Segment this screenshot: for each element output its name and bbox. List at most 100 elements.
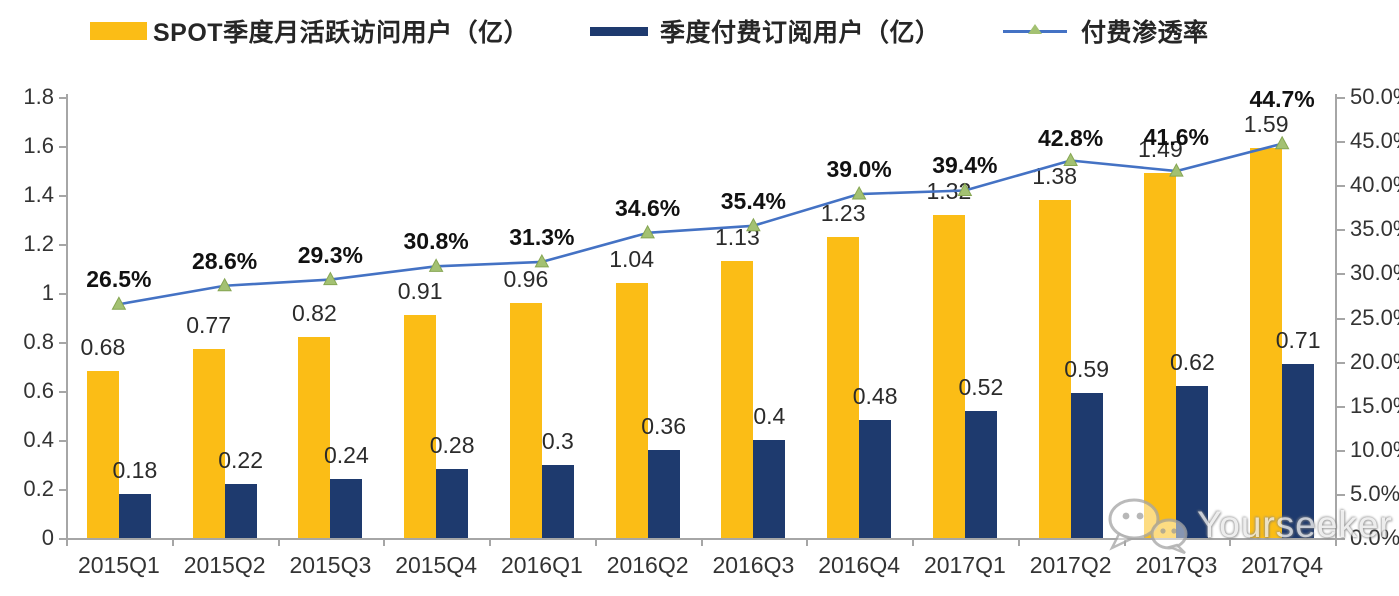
bar-label-subscribers: 0.22	[218, 447, 263, 474]
penetration-pct-label: 44.7%	[1249, 85, 1315, 112]
y-axis-right-tick	[1337, 273, 1345, 276]
bar-label-mau: 0.77	[186, 312, 231, 339]
bar-mau	[192, 349, 225, 538]
y-tick-label-left: 1.8	[23, 84, 54, 109]
y-axis-right-tick	[1337, 185, 1345, 188]
y-tick-label-right: 5.0%	[1350, 480, 1399, 506]
bar-mau	[404, 315, 437, 538]
bar-subscribers	[647, 449, 680, 538]
bar-label-mau: 1.59	[1243, 111, 1289, 138]
bar-subscribers	[330, 479, 363, 538]
bar-label-subscribers: 0.28	[429, 432, 475, 459]
x-axis-tick	[1017, 538, 1020, 546]
y-tick-label-right: 35.0%	[1350, 216, 1399, 242]
y-tick-label-left: 0	[41, 525, 54, 550]
x-axis-tick	[1229, 538, 1232, 546]
line-marker-triangle-icon	[111, 296, 127, 310]
y-tick-label-right: 25.0%	[1350, 304, 1399, 330]
bar-mau	[721, 261, 754, 538]
y-axis-right-tick	[1337, 449, 1345, 452]
legend-label-penetration: 付费渗透率	[1081, 19, 1209, 47]
y-tick-label-left: 0.4	[23, 427, 54, 452]
y-tick-label-right: 50.0%	[1350, 84, 1399, 109]
bar-subscribers	[964, 410, 997, 538]
line-marker-triangle-icon	[323, 271, 338, 286]
bar-label-subscribers: 0.59	[1064, 356, 1109, 383]
y-axis-left-tick	[59, 293, 66, 295]
y-tick-label-left: 0.8	[23, 329, 54, 354]
x-axis-tick	[277, 538, 280, 546]
x-axis-tick	[594, 538, 597, 546]
x-tick-label: 2015Q4	[395, 552, 478, 578]
subscribers-series-swatch-icon	[590, 26, 648, 36]
y-axis-left-tick	[59, 244, 66, 246]
penetration-pct-label: 26.5%	[86, 266, 152, 293]
y-tick-label-right: 40.0%	[1350, 172, 1399, 198]
bar-label-subscribers: 0.71	[1275, 327, 1321, 354]
x-tick-label: 2016Q1	[500, 552, 583, 578]
watermark: Yourseeker	[1103, 496, 1393, 554]
y-axis-right-tick	[1337, 361, 1345, 364]
y-tick-label-left: 1.6	[23, 133, 54, 158]
x-axis-tick	[489, 538, 491, 546]
y-tick-label-right: 15.0%	[1350, 392, 1399, 418]
x-axis-tick	[66, 538, 68, 546]
y-tick-label-right: 20.0%	[1350, 348, 1399, 374]
bar-subscribers	[859, 420, 892, 538]
penetration-pct-label: 30.8%	[403, 228, 469, 255]
penetration-pct-label: 41.6%	[1143, 124, 1209, 151]
penetration-pct-label: 39.4%	[932, 152, 998, 179]
penetration-line-marker-icon	[1003, 29, 1067, 33]
watermark-text: Yourseeker	[1197, 504, 1393, 545]
bar-mau	[86, 371, 119, 538]
bar-label-subscribers: 0.36	[641, 412, 686, 439]
y-tick-label-right: 30.0%	[1350, 260, 1399, 286]
penetration-pct-label: 34.6%	[615, 194, 681, 221]
bar-subscribers	[224, 484, 257, 538]
legend-item-subscribers: 季度付费订阅用户（亿）	[590, 16, 941, 47]
x-axis-tick	[806, 538, 809, 546]
x-tick-label: 2016Q2	[606, 552, 689, 578]
bar-label-subscribers: 0.24	[323, 442, 369, 469]
x-tick-label: 2017Q2	[1029, 552, 1112, 578]
y-axis-left	[66, 94, 68, 539]
bar-subscribers	[1282, 364, 1315, 538]
legend-label-subscribers: 季度付费订阅用户（亿）	[660, 19, 941, 47]
bar-label-mau: 0.91	[397, 278, 443, 305]
x-tick-label: 2016Q3	[712, 552, 795, 578]
bar-subscribers	[1070, 393, 1103, 538]
bar-label-mau: 0.82	[291, 300, 337, 327]
y-tick-label-left: 0.2	[23, 476, 54, 501]
bar-mau	[615, 283, 648, 538]
y-axis-left-tick	[59, 391, 66, 393]
penetration-pct-label: 42.8%	[1038, 124, 1104, 151]
y-axis-right-tick	[1337, 538, 1345, 540]
bar-label-subscribers: 0.18	[112, 456, 158, 483]
y-axis-right-tick	[1337, 493, 1345, 496]
y-tick-label-left: 1.4	[23, 182, 54, 207]
x-tick-label: 2017Q4	[1241, 552, 1324, 578]
x-tick-label: 2015Q1	[77, 552, 160, 578]
y-tick-label-right: 0.0%	[1350, 525, 1399, 550]
bar-label-subscribers: 0.62	[1169, 349, 1215, 376]
y-axis-left-tick	[59, 342, 66, 344]
y-axis-left-tick	[59, 97, 66, 99]
penetration-pct-label: 29.3%	[297, 241, 363, 268]
y-axis-left-tick	[59, 195, 66, 197]
line-marker-triangle-icon	[851, 185, 867, 200]
x-axis-tick	[1335, 538, 1337, 546]
x-tick-label: 2017Q3	[1135, 552, 1218, 578]
penetration-pct-label: 35.4%	[720, 187, 786, 214]
bar-subscribers	[753, 440, 786, 538]
bar-label-subscribers: 0.48	[852, 383, 898, 410]
y-axis-left-tick	[59, 489, 66, 491]
line-marker-triangle-icon	[217, 277, 232, 292]
y-axis-right-tick	[1337, 97, 1345, 99]
y-axis-right-tick	[1337, 317, 1345, 320]
legend-label-mau: SPOT季度月活跃访问用户（亿）	[153, 19, 530, 47]
bar-label-mau: 1.13	[714, 224, 760, 251]
y-tick-label-left: 1	[41, 280, 54, 305]
y-axis-left-tick	[59, 538, 66, 540]
x-tick-label: 2016Q4	[818, 552, 901, 578]
